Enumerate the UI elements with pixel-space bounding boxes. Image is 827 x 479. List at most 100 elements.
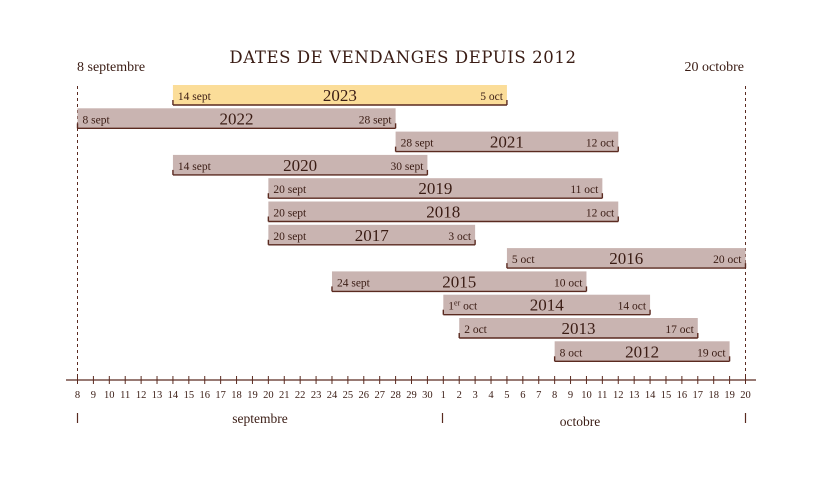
x-tick-label: 13: [629, 390, 640, 401]
bar-start-label: 20 sept: [273, 231, 307, 243]
bar-rect: [443, 294, 651, 315]
x-tick-label: 8: [552, 390, 557, 401]
x-tick-label: 18: [231, 390, 242, 401]
bar-end-label: 12 oct: [586, 138, 615, 150]
bar-year-label: 2013: [562, 319, 596, 338]
bar-end-label: 14 oct: [618, 301, 647, 313]
bar-year-label: 2014: [530, 296, 565, 315]
bars-group: 14 sept 5 oct 2023 8 sept 28 sept 2022 28 sept…: [76, 85, 747, 362]
x-tick-label: 11: [120, 390, 130, 401]
bar-2012: 8 oct 19 oct 2012: [553, 341, 731, 362]
bar-end-label: 20 oct: [713, 254, 742, 266]
bar-end-label: 17 oct: [665, 324, 694, 336]
bar-2021: 28 sept 12 oct 2021: [394, 131, 619, 153]
bar-rect: [77, 108, 396, 129]
x-tick-label: 6: [520, 390, 525, 401]
bar-year-label: 2012: [625, 342, 659, 361]
bar-start-label: 24 sept: [337, 277, 371, 289]
x-tick-label: 17: [693, 390, 704, 401]
bar-rect: [268, 224, 476, 245]
bar-end-label: 5 oct: [480, 91, 503, 103]
bar-end-label: 11 oct: [570, 184, 599, 196]
x-tick-label: 20: [263, 390, 274, 401]
x-tick-label: 22: [295, 390, 306, 401]
bar-year-label: 2020: [283, 156, 317, 175]
bar-2014: 1er oct 14 oct 2014: [442, 294, 651, 316]
x-tick-label: 29: [406, 390, 417, 401]
bar-year-label: 2019: [418, 179, 452, 198]
x-tick-label: 8: [75, 390, 80, 401]
x-tick-label: 19: [724, 390, 735, 401]
x-tick-label: 10: [581, 390, 592, 401]
bar-2023: 14 sept 5 oct 2023: [172, 85, 508, 106]
x-tick-label: 14: [168, 390, 179, 401]
x-tick-label: 7: [536, 390, 541, 401]
x-tick-label: 10: [104, 390, 115, 401]
bar-year-label: 2021: [490, 133, 524, 152]
bar-2018: 20 sept 12 oct 2018: [267, 201, 619, 223]
month-label-october: octobre: [560, 414, 600, 429]
bar-rect: [395, 131, 619, 152]
bar-2013: 2 oct 17 oct 2013: [458, 318, 699, 339]
bar-2015: 24 sept 10 oct 2015: [331, 271, 588, 293]
x-tick-label: 2: [457, 390, 462, 401]
month-label-september: septembre: [232, 411, 287, 426]
x-tick-label: 25: [343, 390, 354, 401]
bar-end-label: 19 oct: [697, 347, 726, 359]
bar-rect: [172, 154, 428, 175]
range-end-label: 20 octobre: [685, 60, 744, 75]
x-tick-label: 3: [472, 390, 477, 401]
x-tick-label: 4: [488, 390, 494, 401]
x-axis-ticks: 8 9 10 11 12 13 14 15 16 17 18 19 20 21 22 23 24 25 26 27 28…: [75, 376, 751, 401]
x-tick-label: 27: [374, 390, 385, 401]
x-tick-label: 21: [279, 390, 290, 401]
x-tick-label: 17: [215, 390, 226, 401]
x-tick-label: 16: [677, 390, 688, 401]
bar-2017: 20 sept 3 oct 2017: [267, 224, 476, 246]
bar-start-label: 8 sept: [83, 114, 111, 126]
range-start-label: 8 septembre: [77, 60, 145, 75]
bar-end-label: 3 oct: [448, 231, 471, 243]
bar-year-label: 2017: [355, 226, 390, 245]
bar-rect: [459, 318, 698, 338]
bar-start-label: 5 oct: [512, 254, 535, 266]
bar-start-label: 14 sept: [178, 91, 212, 103]
x-tick-label: 30: [422, 390, 433, 401]
bar-end-label: 10 oct: [554, 277, 583, 289]
x-tick-label: 14: [645, 390, 656, 401]
x-tick-label: 15: [661, 390, 672, 401]
bar-start-label: 28 sept: [401, 138, 435, 150]
bar-2022: 8 sept 28 sept 2022: [76, 108, 397, 130]
x-tick-label: 11: [597, 390, 607, 401]
bar-start-label: 20 sept: [273, 208, 307, 220]
bar-start-label: 20 sept: [273, 184, 307, 196]
bar-2020: 14 sept 30 sept 2020: [172, 154, 429, 176]
x-tick-label: 1: [441, 390, 446, 401]
bar-rect: [554, 341, 730, 362]
bar-year-label: 2023: [323, 86, 357, 105]
bar-start-label: 1er oct: [448, 299, 478, 313]
bar-rect: [172, 85, 507, 105]
chart-title: DATES DE VENDANGES DEPUIS 2012: [229, 48, 576, 67]
bar-rect: [506, 248, 746, 269]
x-tick-label: 28: [390, 390, 401, 401]
bar-year-label: 2018: [426, 203, 460, 222]
bar-start-label: 8 oct: [560, 347, 583, 359]
bar-start-label: 14 sept: [178, 161, 212, 173]
x-tick-label: 19: [247, 390, 258, 401]
x-tick-label: 12: [136, 390, 147, 401]
bar-start-label: 2 oct: [464, 324, 487, 336]
x-tick-label: 15: [184, 390, 195, 401]
x-tick-label: 24: [327, 390, 338, 401]
x-tick-label: 12: [613, 390, 624, 401]
bar-end-label: 30 sept: [390, 161, 424, 173]
bar-year-label: 2022: [220, 109, 254, 128]
bar-rect: [331, 271, 587, 292]
bar-year-label: 2015: [442, 272, 476, 291]
bar-2016: 5 oct 20 oct 2016: [506, 248, 747, 269]
bar-end-label: 12 oct: [586, 208, 615, 220]
bar-end-label: 28 sept: [359, 114, 393, 126]
x-tick-label: 23: [311, 390, 322, 401]
x-tick-label: 18: [708, 390, 719, 401]
